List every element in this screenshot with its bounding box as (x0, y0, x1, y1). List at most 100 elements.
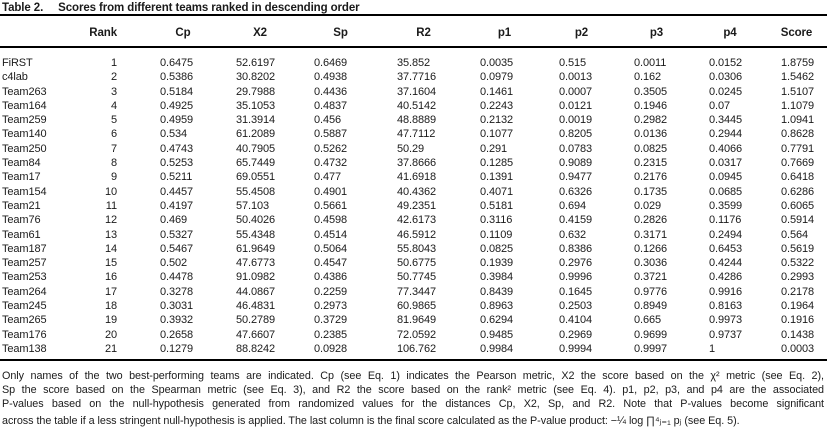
value-cell: 0.3171 (634, 228, 668, 241)
team-name-cell: Team257 (2, 257, 47, 270)
header-row: Rank Cp X2 Sp R2 p1 p2 p3 p4 Score (0, 15, 827, 48)
value-cell: 0.6326 (559, 185, 593, 198)
value-cell: 0.9973 (709, 314, 743, 327)
value-cell: 6 (110, 128, 117, 141)
value-cell: 16 (104, 271, 117, 284)
value-cell: 0.2658 (160, 328, 194, 341)
value-cell: 0.1176 (709, 214, 742, 227)
value-cell: 50.4026 (236, 214, 276, 227)
value-cell: 0.515 (559, 57, 587, 69)
table-row: Team21 11 0.4197 57.103 0.5661 49.2351 0.5181 0… (0, 199, 827, 213)
value-cell: 44.0867 (236, 285, 276, 298)
value-cell: 0.3505 (634, 85, 668, 98)
value-cell: 0.4197 (160, 199, 194, 212)
value-cell: 31.3914 (236, 114, 276, 127)
value-cell: 0.4436 (314, 85, 348, 98)
value-cell: 2 (110, 71, 117, 84)
value-cell: 0.6475 (160, 57, 194, 69)
value-cell: 81.9649 (397, 314, 437, 327)
value-cell: 0.2494 (709, 228, 743, 241)
value-cell: 0.0783 (559, 142, 593, 155)
value-cell: 0.1461 (480, 85, 514, 98)
value-cell: 0.5467 (160, 242, 194, 255)
value-cell: 1.0941 (781, 114, 815, 127)
value-cell: 0.5262 (314, 142, 348, 155)
value-cell: 0.6418 (781, 171, 815, 184)
value-cell: 0.3729 (314, 314, 348, 327)
value-cell: 0.1735 (634, 185, 668, 198)
value-cell: 0.029 (634, 199, 662, 212)
table-row: Team154 10 0.4457 55.4508 0.4901 40.4362 0.407… (0, 185, 827, 199)
value-cell: 15 (104, 257, 117, 270)
value-cell: 0.4286 (709, 271, 743, 284)
value-cell: 0.9477 (559, 171, 593, 184)
value-cell: 0.4901 (314, 185, 348, 198)
value-cell: 88.8242 (236, 342, 276, 355)
value-cell: 0.3445 (709, 114, 743, 127)
value-cell: 0.291 (480, 142, 508, 155)
table-row: Team253 16 0.4478 91.0982 0.4386 50.7745 0.398… (0, 270, 827, 284)
value-cell: 0.8163 (709, 300, 743, 313)
value-cell: 0.0003 (781, 342, 815, 355)
value-cell: 1 (110, 57, 117, 69)
value-cell: 0.6469 (314, 57, 348, 69)
value-cell: 14 (104, 242, 117, 255)
table-row: FiRST 1 0.6475 52.6197 0.6469 35.852 0.0035 0.5… (0, 47, 827, 70)
value-cell: 0.3984 (480, 271, 514, 284)
value-cell: 0.1391 (480, 171, 514, 184)
team-name-cell: Team187 (2, 242, 47, 255)
value-cell: 0.0007 (559, 85, 593, 98)
value-cell: 0.5064 (314, 242, 348, 255)
footnote-line: across the table if a less stringent nul… (2, 415, 740, 428)
value-cell: 0.0928 (314, 342, 348, 355)
value-cell: 0.1285 (480, 157, 514, 170)
value-cell: 0.9737 (709, 328, 743, 341)
value-cell: 0.665 (634, 314, 662, 327)
table-row: Team164 4 0.4925 35.1053 0.4837 40.5142 0.2243… (0, 99, 827, 113)
column-header: Sp (299, 15, 382, 48)
value-cell: 0.4743 (160, 142, 194, 155)
value-cell: 18 (104, 300, 117, 313)
value-cell: 0.0121 (559, 99, 593, 112)
footnote-line: Only names of the two best-performing te… (2, 370, 824, 383)
value-cell: 35.852 (397, 57, 431, 69)
value-cell: 0.2976 (559, 257, 593, 270)
table-row: Team17 9 0.5211 69.0551 0.477 41.6918 0.1391 0.… (0, 170, 827, 184)
value-cell: 47.7112 (397, 128, 436, 141)
value-cell: 0.4066 (709, 142, 743, 155)
footnote-line: P-values based on the null-hypothesis ge… (2, 398, 824, 411)
value-cell: 0.6453 (709, 242, 743, 255)
value-cell: 57.103 (236, 199, 270, 212)
value-cell: 9 (110, 171, 117, 184)
table-row: Team250 7 0.4743 40.7905 0.5262 50.29 0.291 0.0… (0, 142, 827, 156)
table-row: Team264 17 0.3278 44.0867 0.2259 77.3447 0.843… (0, 285, 827, 299)
value-cell: 0.4478 (160, 271, 194, 284)
table-body: FiRST 1 0.6475 52.6197 0.6469 35.852 0.0035 0.5… (0, 47, 827, 360)
value-cell: 0.7791 (781, 142, 815, 155)
value-cell: 48.8889 (397, 114, 437, 127)
value-cell: 0.1077 (480, 128, 514, 141)
column-header: p2 (544, 15, 619, 48)
value-cell: 0.6065 (781, 199, 815, 212)
value-cell: 0.5914 (781, 214, 815, 227)
value-cell: 0.4959 (160, 114, 194, 127)
team-name-cell: Team245 (2, 300, 47, 313)
table-row: Team61 13 0.5327 55.4348 0.4514 46.5912 0.1109… (0, 228, 827, 242)
team-name-cell: Team138 (2, 342, 47, 355)
value-cell: 0.2243 (480, 99, 514, 112)
team-name-cell: Team61 (2, 228, 41, 241)
value-cell: 0.3599 (709, 199, 743, 212)
value-cell: 0.5184 (160, 85, 194, 98)
value-cell: 5 (110, 114, 117, 127)
value-cell: 35.1053 (236, 99, 276, 112)
value-cell: 0.0825 (480, 242, 514, 255)
value-cell: 42.6173 (397, 214, 437, 227)
table-row: Team176 20 0.2658 47.6607 0.2385 72.0592 0.948… (0, 328, 827, 342)
value-cell: 0.2982 (634, 114, 668, 127)
column-header: R2 (382, 15, 465, 48)
value-cell: 3 (110, 85, 117, 98)
team-name-cell: Team84 (2, 157, 41, 170)
value-cell: 0.5887 (314, 128, 348, 141)
team-name-cell: Team176 (2, 328, 47, 341)
